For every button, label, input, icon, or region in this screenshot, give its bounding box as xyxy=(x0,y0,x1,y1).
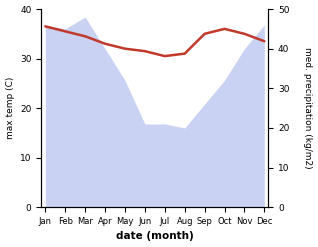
Y-axis label: med. precipitation (kg/m2): med. precipitation (kg/m2) xyxy=(303,47,313,169)
X-axis label: date (month): date (month) xyxy=(116,231,194,242)
Y-axis label: max temp (C): max temp (C) xyxy=(5,77,15,139)
